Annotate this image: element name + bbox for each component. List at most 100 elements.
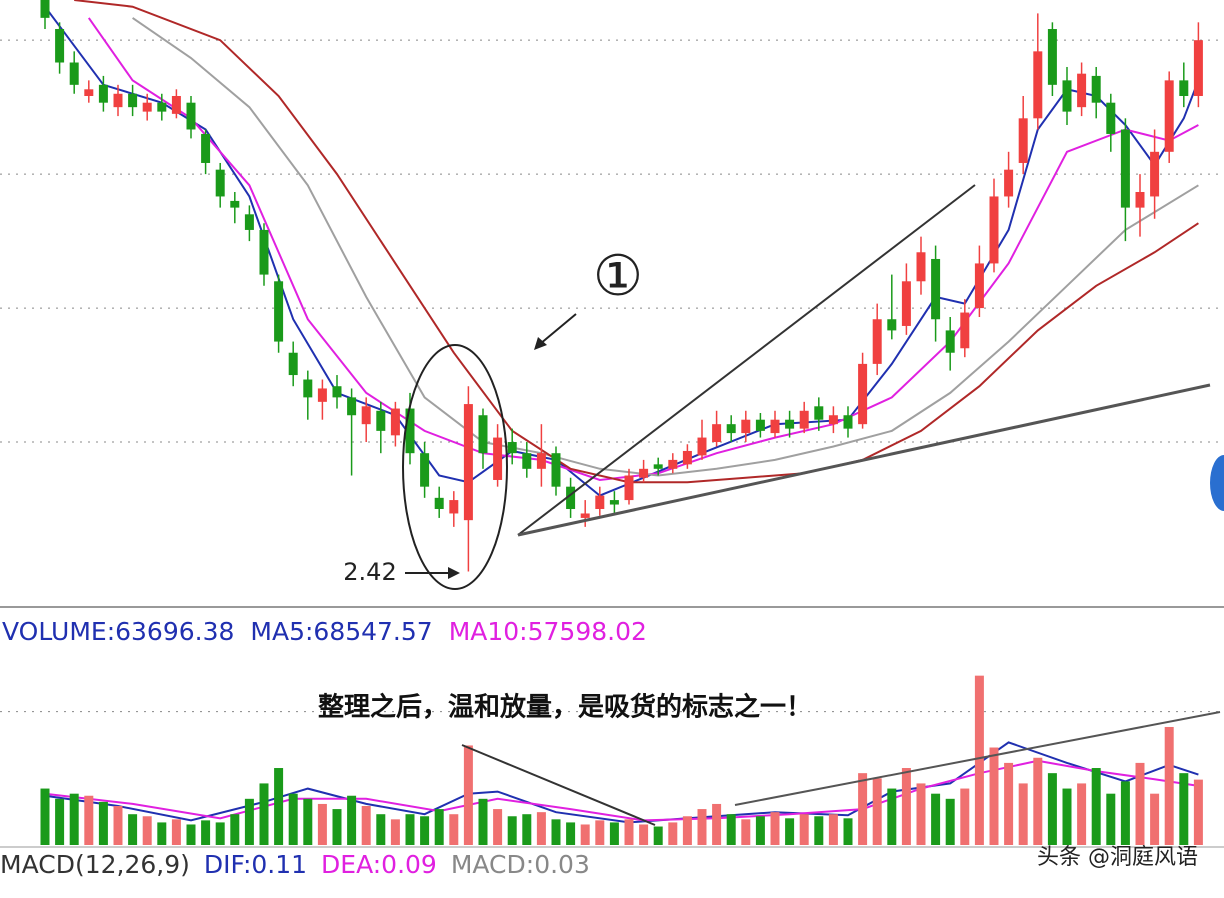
volume-bar <box>609 822 619 845</box>
volume-bar <box>434 809 444 845</box>
volume-bar <box>668 822 678 845</box>
volume-bar <box>828 814 838 845</box>
side-tab <box>1210 455 1224 511</box>
volume-bar <box>1120 781 1130 845</box>
volume-bar <box>1106 793 1116 845</box>
volume-bar <box>624 819 634 845</box>
volume-bar <box>449 814 459 845</box>
volume-bar <box>361 806 371 845</box>
volume-bar <box>551 819 561 845</box>
candle-body <box>1120 129 1130 208</box>
volume-bar <box>639 824 649 845</box>
volume-bar <box>653 826 663 845</box>
volume-bar <box>259 783 269 845</box>
volume-bar <box>507 816 517 845</box>
candle-body <box>1077 73 1087 108</box>
candle-body <box>55 29 65 63</box>
trend-line <box>517 383 1211 537</box>
volume-bar <box>157 822 167 845</box>
volume-bar <box>770 812 780 845</box>
volume-bar <box>463 745 473 845</box>
candle-body <box>741 419 751 434</box>
volume-bar <box>1091 768 1101 845</box>
volume-bar <box>916 783 926 845</box>
volume-bar <box>1150 793 1160 845</box>
macd-header: DIF:0.11 <box>204 850 307 879</box>
volume-bar <box>55 798 65 845</box>
volume-bar <box>536 812 546 845</box>
candle-body <box>478 415 488 454</box>
candle-body <box>814 406 824 420</box>
volume-bar <box>712 803 722 845</box>
candle-body <box>945 330 955 353</box>
candle-body <box>259 229 269 275</box>
volume-bar <box>1033 757 1043 845</box>
candle-body <box>215 169 225 197</box>
candle-body <box>390 408 400 436</box>
trend-line <box>734 711 1221 806</box>
volume-bar <box>1135 762 1145 845</box>
candle-body <box>624 475 634 501</box>
candle-body <box>405 408 415 454</box>
candle-body <box>770 419 780 434</box>
moving-average-line <box>74 0 1199 484</box>
candle-body <box>639 468 649 478</box>
macd-header: MACD:0.03 <box>451 850 590 879</box>
candle-body <box>551 453 561 487</box>
volume-bar <box>697 809 707 845</box>
volume-bar <box>405 814 415 845</box>
volume-bar <box>960 788 970 845</box>
volume-bar <box>858 773 868 845</box>
candle-body <box>1062 80 1072 112</box>
arrow-head <box>534 337 547 350</box>
volume-bar <box>814 816 824 845</box>
candle-body <box>69 62 79 85</box>
candle-body <box>376 410 386 431</box>
candle-body <box>157 102 167 112</box>
volume-bar <box>186 824 196 845</box>
candle-body <box>317 388 327 402</box>
candle-body <box>1004 169 1014 197</box>
candle-body <box>989 196 999 264</box>
candle-body <box>536 453 546 469</box>
candle-body <box>303 379 313 398</box>
candle-body <box>1164 80 1174 152</box>
volume-header: MA5:68547.57 <box>250 617 432 646</box>
volume-bar <box>945 798 955 845</box>
volume-bar <box>726 814 736 845</box>
candle-body <box>653 464 663 469</box>
candle-body <box>712 424 722 443</box>
candle-body <box>609 500 619 505</box>
candle-body <box>1135 191 1145 208</box>
candle-body <box>901 281 911 326</box>
candle-body <box>916 252 926 282</box>
volume-bar <box>317 803 327 845</box>
candle-body <box>493 437 503 480</box>
candle-body <box>434 497 444 510</box>
volume-bar <box>420 816 430 845</box>
volume-bar <box>171 819 181 845</box>
candle-body <box>113 93 123 108</box>
volume-bar <box>1047 773 1057 845</box>
candle-body <box>828 415 838 425</box>
annotation: 2.42 <box>343 558 396 586</box>
candle-body <box>697 437 707 456</box>
volume-bar <box>69 793 79 845</box>
volume-bar <box>142 816 152 845</box>
volume-header: VOLUME:63696.38 <box>2 617 234 646</box>
trend-line <box>517 184 976 536</box>
candle-body <box>960 312 970 349</box>
candle-body <box>668 459 678 469</box>
candle-body <box>171 95 181 114</box>
volume-bar <box>288 793 298 845</box>
annotation: ① <box>593 244 643 309</box>
volume-bar <box>201 820 211 845</box>
volume-bar <box>785 818 795 845</box>
candle-body <box>274 281 284 342</box>
candle-body <box>449 500 459 514</box>
volume-bar <box>40 788 50 845</box>
volume-bar <box>522 814 532 845</box>
volume-bar <box>113 806 123 845</box>
watermark: 头条 @洞庭风语 <box>1037 845 1198 870</box>
